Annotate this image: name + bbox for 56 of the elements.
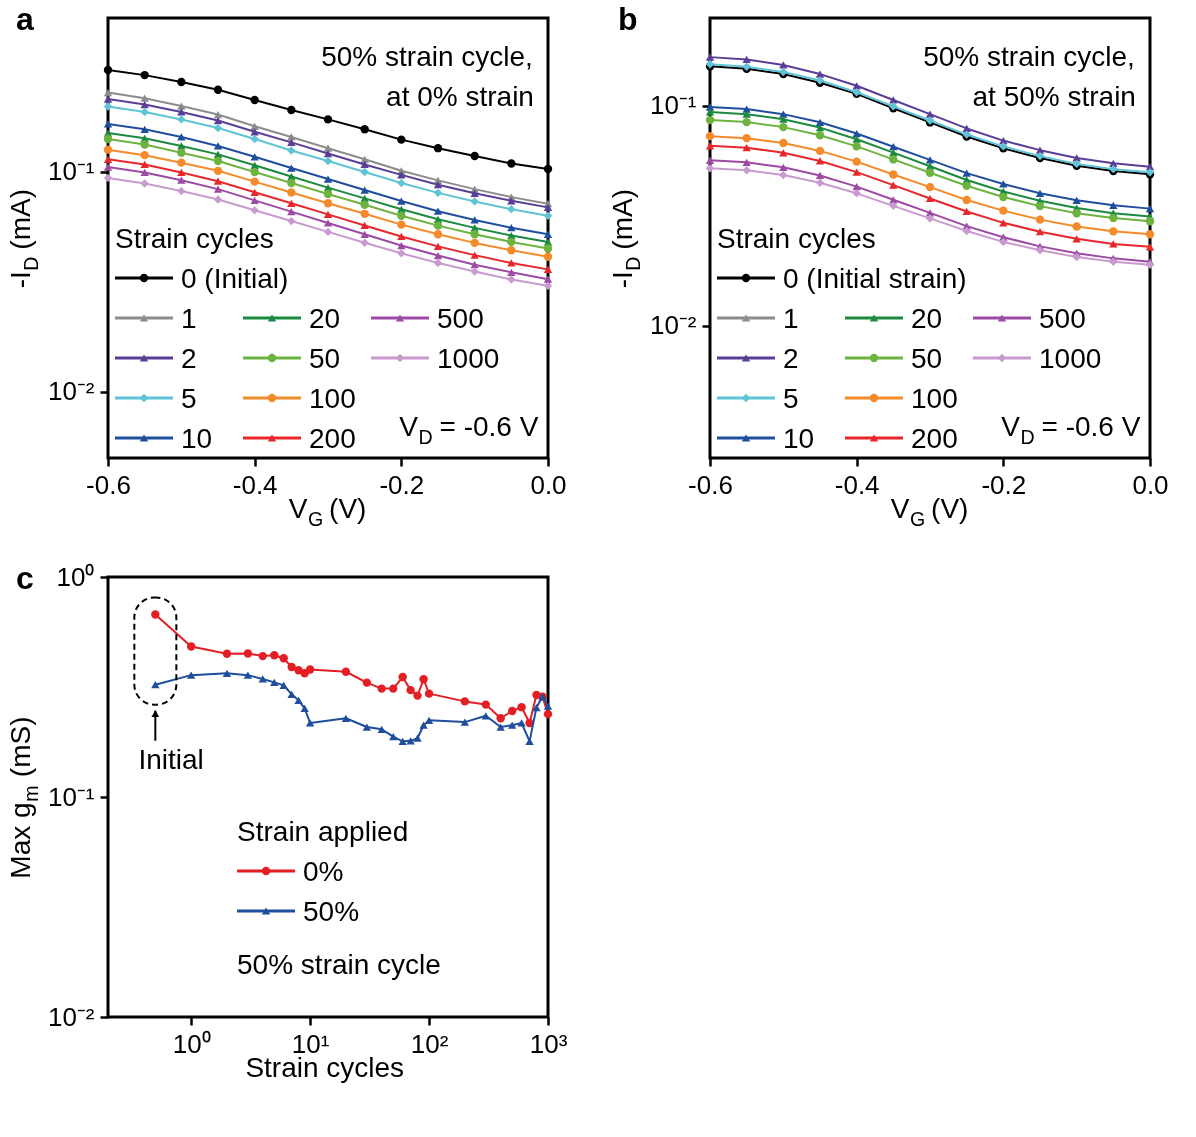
x-tick-label: -0.4 [834,469,880,500]
y-tick-label: 10⁻¹ [47,156,95,187]
chart-title: c [16,560,34,596]
y-axis-title: -ID (mA) [5,189,42,289]
x-tick-label: 0.0 [530,469,567,500]
x-tick-label: -0.6 [86,469,131,500]
chart-title: b [618,1,638,37]
legend-label: 50 [309,343,341,374]
legend-label: 1 [181,303,197,334]
legend-label: 200 [309,423,356,454]
legend-label: 5 [181,383,197,414]
y-tick-label: 10⁻² [649,310,697,341]
legend-label: 10 [181,423,213,454]
legend-label: 100 [911,383,958,414]
legend-title: Strain applied [237,816,409,847]
legend-label: 200 [911,423,958,454]
legend-label: 10 [783,423,815,454]
x-tick-label: 10³ [529,1028,568,1059]
y-tick-label: 10⁻² [47,376,95,407]
x-tick-label: -0.6 [688,469,733,500]
annotation: 50% strain cycle, at 0% strain [321,41,534,112]
y-axis-title: Max gm (mS) [5,716,42,879]
legend-label: 100 [309,383,356,414]
legend-label: 20 [309,303,341,334]
y-tick-label: 10⁰ [56,561,95,592]
legend-label: 1000 [437,343,500,374]
legend-label: 0 (Initial) [181,263,289,294]
legend-label: 0% [303,856,344,887]
y-tick-label: 10⁻² [47,1001,95,1032]
legend-label: 1 [783,303,799,334]
legend-label: 2 [181,343,197,374]
legend-label: 50 [911,343,943,374]
legend-label: 5 [783,383,799,414]
legend-title: Strain cycles [115,223,274,254]
annotation: 50% strain cycle [237,949,441,980]
x-tick-label: 0.0 [1132,469,1169,500]
legend-title: Strain cycles [717,223,876,254]
x-tick-label: 10² [410,1028,449,1059]
chart-title: a [16,1,34,37]
x-tick-label: 10⁰ [172,1028,211,1059]
annotation: Initial [138,743,204,775]
x-tick-label: -0.2 [981,469,1027,500]
y-tick-label: 10⁻¹ [649,90,697,121]
x-axis-title: Strain cycles [245,1052,405,1083]
legend-label: 500 [1039,303,1086,334]
y-tick-label: 10⁻¹ [47,781,95,812]
legend-label: 20 [911,303,943,334]
legend-label: 50% [303,896,360,927]
annotation: 50% strain cycle, at 50% strain [923,41,1136,112]
y-axis-title: -ID (mA) [607,189,644,289]
x-tick-label: -0.4 [232,469,278,500]
legend-label: 500 [437,303,484,334]
x-tick-label: -0.2 [379,469,425,500]
legend-label: 1000 [1039,343,1102,374]
legend-label: 0 (Initial strain) [783,263,967,294]
legend-label: 2 [783,343,799,374]
